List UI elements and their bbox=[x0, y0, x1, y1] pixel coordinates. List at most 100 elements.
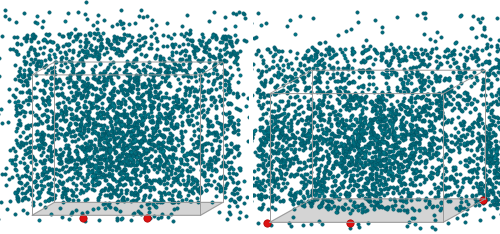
Point bbox=[160, 169, 168, 173]
Point bbox=[83, 210, 91, 214]
Point bbox=[346, 80, 354, 84]
Point bbox=[133, 104, 141, 108]
Point bbox=[100, 140, 108, 144]
Point bbox=[382, 125, 390, 129]
Point bbox=[216, 210, 224, 214]
Point bbox=[32, 179, 40, 183]
Point bbox=[178, 110, 186, 114]
Point bbox=[248, 77, 256, 81]
Point bbox=[338, 166, 346, 169]
Point bbox=[137, 139, 145, 142]
Point bbox=[454, 137, 462, 141]
Point bbox=[308, 203, 316, 206]
Point bbox=[386, 61, 394, 65]
Point bbox=[322, 131, 330, 135]
Point bbox=[422, 152, 430, 155]
Point bbox=[106, 120, 114, 124]
Point bbox=[188, 85, 196, 89]
Point bbox=[358, 70, 366, 74]
Point bbox=[265, 160, 273, 164]
Point bbox=[360, 154, 368, 158]
Point bbox=[155, 154, 163, 158]
Point bbox=[106, 195, 114, 199]
Point bbox=[40, 133, 48, 136]
Point bbox=[123, 62, 131, 66]
Point bbox=[274, 114, 282, 117]
Point bbox=[92, 170, 100, 173]
Point bbox=[307, 158, 315, 162]
Point bbox=[451, 181, 459, 185]
Point bbox=[72, 37, 80, 41]
Point bbox=[130, 80, 138, 83]
Point bbox=[120, 141, 128, 145]
Point bbox=[474, 186, 482, 189]
Point bbox=[385, 129, 393, 132]
Point bbox=[389, 136, 397, 140]
Point bbox=[127, 98, 135, 102]
Point bbox=[360, 116, 368, 119]
Point bbox=[390, 143, 398, 147]
Point bbox=[462, 199, 469, 203]
Point bbox=[412, 123, 420, 127]
Point bbox=[106, 133, 114, 137]
Point bbox=[436, 145, 444, 149]
Point bbox=[324, 50, 332, 53]
Point bbox=[82, 106, 90, 109]
Point bbox=[116, 218, 124, 221]
Point bbox=[96, 127, 104, 130]
Point bbox=[172, 62, 179, 66]
Point bbox=[380, 72, 388, 76]
Point bbox=[96, 87, 104, 91]
Point bbox=[286, 192, 294, 196]
Point bbox=[329, 67, 337, 71]
Point bbox=[114, 130, 122, 134]
Point bbox=[316, 98, 324, 102]
Point bbox=[170, 126, 178, 130]
Point bbox=[84, 197, 92, 201]
Point bbox=[254, 154, 262, 157]
Point bbox=[84, 164, 92, 168]
Point bbox=[22, 60, 30, 64]
Point bbox=[396, 171, 404, 174]
Point bbox=[491, 73, 499, 77]
Point bbox=[484, 156, 492, 160]
Point bbox=[133, 146, 141, 150]
Point bbox=[204, 90, 212, 94]
Point bbox=[423, 98, 431, 102]
Point bbox=[228, 191, 236, 195]
Point bbox=[80, 103, 88, 107]
Point bbox=[147, 86, 155, 90]
Point bbox=[180, 34, 188, 38]
Point bbox=[184, 115, 192, 118]
Point bbox=[263, 133, 271, 137]
Point bbox=[382, 48, 390, 51]
Point bbox=[107, 163, 115, 167]
Point bbox=[136, 141, 144, 145]
Point bbox=[247, 139, 255, 143]
Point bbox=[181, 73, 189, 77]
Point bbox=[408, 91, 416, 95]
Point bbox=[472, 52, 480, 56]
Point bbox=[366, 197, 374, 201]
Point bbox=[496, 127, 500, 131]
Point bbox=[50, 117, 58, 121]
Point bbox=[354, 194, 362, 197]
Point bbox=[263, 127, 271, 131]
Point bbox=[76, 128, 84, 132]
Point bbox=[434, 152, 442, 155]
Point bbox=[407, 152, 415, 156]
Point bbox=[76, 167, 84, 170]
Point bbox=[312, 191, 320, 195]
Point bbox=[332, 150, 340, 153]
Point bbox=[314, 176, 322, 179]
Point bbox=[142, 165, 150, 169]
Point bbox=[332, 122, 340, 126]
Point bbox=[190, 45, 198, 49]
Point bbox=[74, 87, 82, 91]
Point bbox=[438, 101, 446, 105]
Point bbox=[145, 95, 153, 99]
Point bbox=[416, 58, 424, 62]
Point bbox=[322, 165, 330, 169]
Point bbox=[72, 63, 80, 67]
Point bbox=[125, 124, 133, 128]
